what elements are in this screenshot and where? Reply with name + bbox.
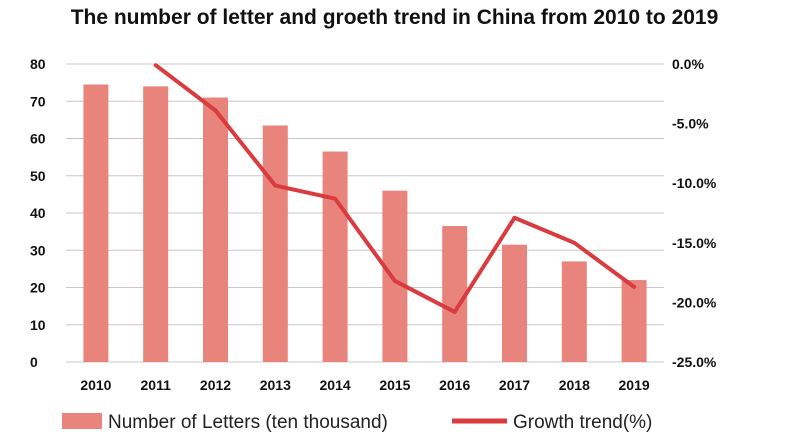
x-axis-tick-label: 2018	[559, 377, 590, 393]
left-axis-tick-label: 20	[30, 280, 46, 296]
legend-label-letters: Number of Letters (ten thousand)	[108, 412, 388, 433]
left-axis-tick-label: 0	[30, 354, 38, 370]
x-axis-tick-label: 2019	[619, 377, 650, 393]
left-axis-tick-label: 50	[30, 168, 46, 184]
x-axis-tick-label: 2010	[80, 377, 111, 393]
bar	[502, 244, 527, 362]
right-axis-tick-label: -15.0%	[672, 235, 717, 251]
bar	[322, 151, 348, 362]
right-axis-tick-label: -10.0%	[672, 175, 717, 191]
bar	[621, 280, 647, 362]
right-axis-tick-label: -5.0%	[672, 116, 709, 132]
bar	[83, 84, 109, 363]
left-axis-tick-label: 10	[30, 317, 46, 333]
x-axis-tick-label: 2013	[260, 377, 291, 393]
left-axis-tick-label: 40	[30, 205, 46, 221]
bar	[143, 86, 169, 362]
right-axis-tick-label: -20.0%	[672, 294, 717, 310]
bar	[382, 190, 408, 362]
left-axis-tick-label: 60	[30, 131, 46, 147]
x-axis-tick-label: 2014	[320, 377, 351, 393]
left-axis-tick-label: 70	[30, 93, 46, 109]
chart-title: The number of letter and groeth trend in…	[70, 6, 719, 29]
bar	[442, 226, 468, 362]
bar	[203, 97, 228, 363]
bar	[561, 261, 587, 362]
x-axis-tick-label: 2017	[499, 377, 530, 393]
x-axis-tick-label: 2011	[141, 377, 172, 393]
right-axis-tick-label: 0.0%	[672, 56, 704, 72]
right-axis-tick-label: -25.0%	[672, 354, 717, 370]
legend-label-growth: Growth trend(%)	[513, 412, 652, 433]
x-axis-tick-label: 2015	[379, 377, 410, 393]
left-axis-tick-label: 30	[30, 242, 46, 258]
legend-swatch-letters	[62, 413, 102, 429]
x-axis-tick-label: 2012	[200, 377, 231, 393]
bar	[262, 125, 288, 363]
left-axis-tick-label: 80	[30, 56, 46, 72]
x-axis-tick-label: 2016	[439, 377, 470, 393]
